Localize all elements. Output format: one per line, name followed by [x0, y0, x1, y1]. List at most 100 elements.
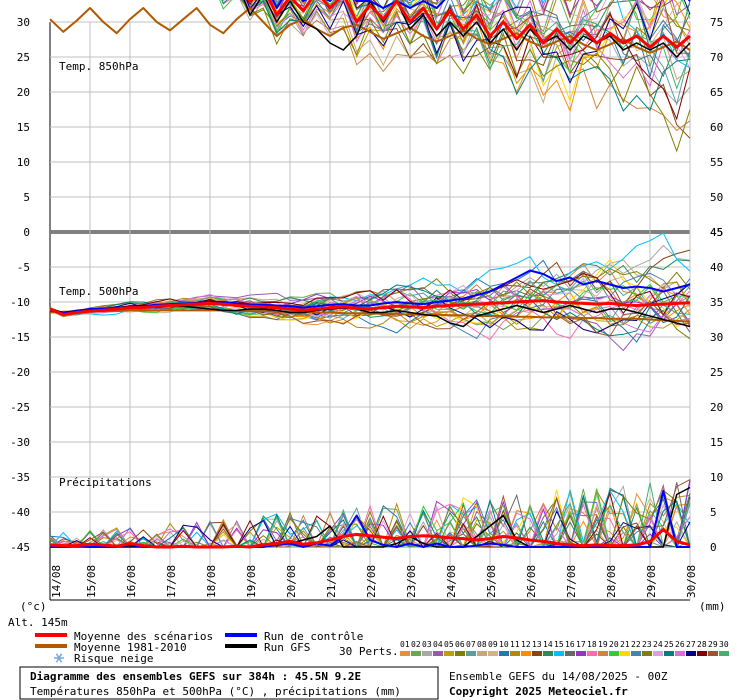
- pert-legend-swatch: [609, 651, 619, 656]
- legend: Moyenne des scénarios Moyenne 1981-2010 …: [35, 630, 729, 665]
- y-tick-500: -25: [10, 401, 30, 414]
- y-tick-right-precip: 15: [710, 436, 723, 449]
- pert-legend-number: 10: [499, 640, 509, 649]
- y-tick-500: -10: [10, 296, 30, 309]
- pert-legend-number: 20: [609, 640, 619, 649]
- main-series: [49, 0, 691, 549]
- y-tick-500: -5: [17, 261, 30, 274]
- y-tick-500: -45: [10, 541, 30, 554]
- legend-label-mean-scenarios: Moyenne des scénarios: [74, 630, 213, 643]
- y-tick-500: -15: [10, 331, 30, 344]
- y-tick-500: -20: [10, 366, 30, 379]
- series-pert-850: [249, 0, 668, 103]
- x-tick-date: 17/08: [165, 565, 178, 598]
- pert-legend-number: 08: [477, 640, 487, 649]
- left-unit-label: (°c): [20, 600, 47, 613]
- pert-legend-swatch: [444, 651, 454, 656]
- y-tick-right-850: 65: [710, 86, 723, 99]
- y-tick-right-850: 60: [710, 121, 723, 134]
- pert-legend-number: 26: [675, 640, 685, 649]
- x-tick-date: 25/08: [485, 565, 498, 598]
- pert-legend-swatch: [532, 651, 542, 656]
- pert-legend-number: 17: [576, 640, 586, 649]
- x-tick-date: 21/08: [325, 565, 338, 598]
- series-pert-850: [270, 0, 691, 104]
- pert-legend-swatch: [598, 651, 608, 656]
- pert-legend-swatch: [631, 651, 641, 656]
- snowflake-icon: [54, 653, 64, 663]
- x-tick-date: 15/08: [85, 565, 98, 598]
- series-mean-scenarios-850: [247, 0, 691, 49]
- pert-legend-swatch: [411, 651, 421, 656]
- series-control-850: [271, 0, 691, 9]
- footer-title: Diagramme des ensembles GEFS sur 384h : …: [30, 670, 361, 683]
- pert-legend-number: 07: [466, 640, 476, 649]
- pert-legend-swatch: [554, 651, 564, 656]
- pert-legend-swatch: [510, 651, 520, 656]
- y-tick-right-precip: 10: [710, 471, 723, 484]
- pert-legend-swatch: [708, 651, 718, 656]
- pert-legend-number: 01: [400, 640, 410, 649]
- legend-swatch-mean-scenarios: [35, 633, 67, 637]
- pert-legend-number: 22: [631, 640, 641, 649]
- series-pert-850: [246, 0, 691, 121]
- pert-legend-number: 15: [554, 640, 564, 649]
- footer-copyright: Copyright 2025 Meteociel.fr: [449, 685, 628, 698]
- series-mean-climate-850: [49, 7, 691, 54]
- pert-legend-swatch: [521, 651, 531, 656]
- y-tick-850: 25: [17, 51, 30, 64]
- pert-legend-number: 18: [587, 640, 597, 649]
- y-tick-right-precip: 5: [710, 506, 717, 519]
- pert-legend-swatch: [587, 651, 597, 656]
- legend-label-mean-climate: Moyenne 1981-2010: [74, 641, 187, 654]
- series-pert-850: [376, 0, 691, 90]
- pert-legend-number: 12: [521, 640, 531, 649]
- y-tick-850: 30: [17, 16, 30, 29]
- y-tick-right-precip: 35: [710, 296, 723, 309]
- y-tick-right-850: 50: [710, 191, 723, 204]
- pert-legend-number: 30: [719, 640, 729, 649]
- pert-legend-swatch: [466, 651, 476, 656]
- series-mean-scenarios-precip: [49, 528, 691, 549]
- footer-run-info: Ensemble GEFS du 14/08/2025 - 00Z: [449, 670, 668, 683]
- series-pert-500: [49, 268, 691, 319]
- pert-legend-swatch: [576, 651, 586, 656]
- pert-legend-swatch: [686, 651, 696, 656]
- series-pert-850: [246, 0, 691, 85]
- tick-labels: 30252015105075706560555045-5-10-15-20-25…: [10, 16, 723, 598]
- series-pert-850: [272, 0, 691, 60]
- pert-legend-number: 21: [620, 640, 630, 649]
- altitude-label: Alt. 145m: [8, 616, 68, 629]
- y-tick-right-850: 45: [710, 226, 723, 239]
- pert-legend-number: 04: [433, 640, 443, 649]
- series-pert-850: [245, 0, 691, 79]
- y-tick-850: 5: [23, 191, 30, 204]
- x-tick-date: 24/08: [445, 565, 458, 598]
- pert-legend-swatch: [433, 651, 443, 656]
- series-pert-500: [49, 273, 691, 316]
- pert-legend-swatch: [565, 651, 575, 656]
- x-tick-date: 23/08: [405, 565, 418, 598]
- x-tick-date: 29/08: [645, 565, 658, 598]
- series-pert-500: [49, 285, 691, 333]
- pert-legend-swatch: [719, 651, 729, 656]
- pert-legend-number: 19: [598, 640, 608, 649]
- pert-legend-number: 25: [664, 640, 674, 649]
- series-mean-scenarios-500: [49, 299, 691, 317]
- pert-legend-swatch: [422, 651, 432, 656]
- pert-legend-number: 24: [653, 640, 663, 649]
- pert-legend-number: 11: [510, 640, 520, 649]
- pert-legend-swatch: [488, 651, 498, 656]
- series-pert-850: [219, 0, 691, 73]
- y-tick-right-850: 55: [710, 156, 723, 169]
- footer-subtitle: Températures 850hPa et 500hPa (°C) , pré…: [30, 685, 401, 698]
- y-tick-right-precip: 0: [710, 541, 717, 554]
- legend-label-control: Run de contrôle: [264, 630, 363, 643]
- x-tick-date: 19/08: [245, 565, 258, 598]
- y-tick-right-45: 45: [710, 226, 723, 239]
- pert-legend-number: 05: [444, 640, 454, 649]
- pert-legend-number: 06: [455, 640, 465, 649]
- pert-legend-number: 16: [565, 640, 575, 649]
- pert-legend-swatch: [543, 651, 553, 656]
- pert-legend-number: 02: [411, 640, 421, 649]
